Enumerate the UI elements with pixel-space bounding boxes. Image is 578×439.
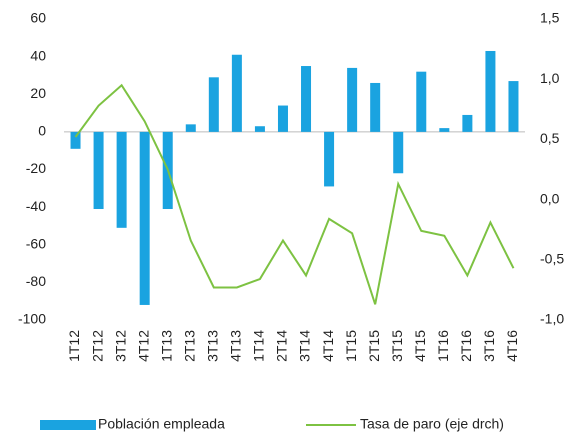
x-tick-label: 3T15 [389, 330, 405, 362]
x-tick-label: 3T14 [297, 330, 313, 362]
x-tick-label: 2T15 [366, 330, 382, 362]
bar [324, 131, 335, 187]
y-tick-label: 60 [30, 10, 46, 26]
line [74, 83, 515, 305]
bar [301, 66, 312, 132]
y2-tick-label: 1,5 [540, 10, 560, 26]
bar [347, 67, 358, 132]
bar [416, 71, 427, 132]
x-tick-label: 1T14 [251, 330, 267, 362]
bar [208, 77, 219, 132]
y2-tick-label: 0,0 [540, 190, 560, 206]
y-tick-label: -40 [26, 198, 46, 214]
bar [139, 131, 150, 305]
y-tick-label: 20 [30, 85, 46, 101]
x-tick-label: 4T13 [228, 330, 244, 362]
x-tick-label: 3T12 [112, 330, 128, 362]
y2-tick-label: 0,5 [540, 130, 560, 146]
bar [254, 126, 265, 132]
x-tick-label: 1T13 [158, 330, 174, 362]
x-tick-label: 2T12 [89, 330, 105, 362]
x-tick-label: 3T16 [481, 330, 497, 362]
y-tick-label: 40 [30, 47, 46, 63]
x-tick-label: 1T16 [435, 330, 451, 362]
x-tick-label: 2T16 [458, 330, 474, 362]
x-tick-label: 2T14 [274, 330, 290, 362]
bar [393, 131, 404, 174]
bar [70, 131, 81, 149]
y2-tick-label: 1,0 [540, 70, 560, 86]
bar [485, 50, 496, 132]
bar [462, 114, 473, 132]
x-tick-label: 2T13 [181, 330, 197, 362]
bar [185, 124, 196, 132]
x-tick-label: 1T15 [343, 330, 359, 362]
bar [231, 54, 242, 132]
y-tick-label: -80 [26, 273, 46, 289]
y-tick-label: 0 [38, 123, 46, 139]
x-tick-label: 4T16 [504, 330, 520, 362]
x-tick-label: 4T15 [412, 330, 428, 362]
bar [277, 105, 288, 132]
x-tick-label: 4T12 [135, 330, 151, 362]
y2-tick-label: -0,5 [540, 251, 564, 267]
y2-tick-label: -1,0 [540, 311, 564, 327]
legend-swatch [40, 420, 96, 430]
bar [93, 131, 104, 210]
y-tick-label: -100 [18, 311, 46, 327]
bar [116, 131, 127, 228]
y-tick-label: -20 [26, 160, 46, 176]
legend-label: Población empleada [98, 416, 225, 432]
x-tick-label: 3T13 [205, 330, 221, 362]
bar [370, 82, 381, 132]
x-tick-label: 1T12 [66, 330, 82, 362]
y-tick-label: -60 [26, 235, 46, 251]
legend-label: Tasa de paro (eje drch) [360, 416, 504, 432]
bar [508, 81, 519, 132]
bar [439, 128, 450, 132]
x-tick-label: 4T14 [320, 330, 336, 362]
